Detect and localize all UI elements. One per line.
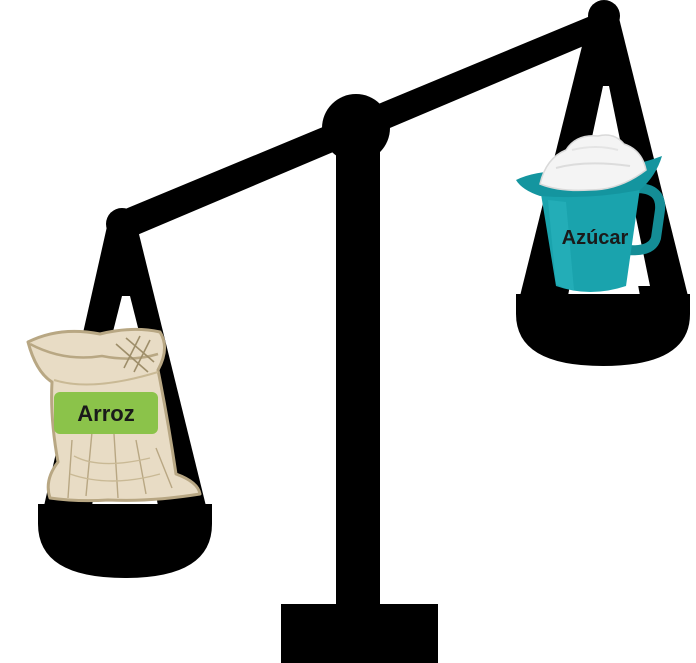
rice-label: Arroz bbox=[77, 401, 134, 426]
scale-post bbox=[336, 128, 380, 608]
scale-pivot bbox=[322, 94, 390, 162]
sugar-cup-icon bbox=[516, 134, 666, 292]
left-pan bbox=[38, 504, 212, 578]
scale-base bbox=[281, 604, 438, 663]
rice-label-badge bbox=[54, 392, 158, 434]
sugar-label: Azúcar bbox=[562, 227, 629, 249]
right-pan bbox=[516, 294, 690, 366]
